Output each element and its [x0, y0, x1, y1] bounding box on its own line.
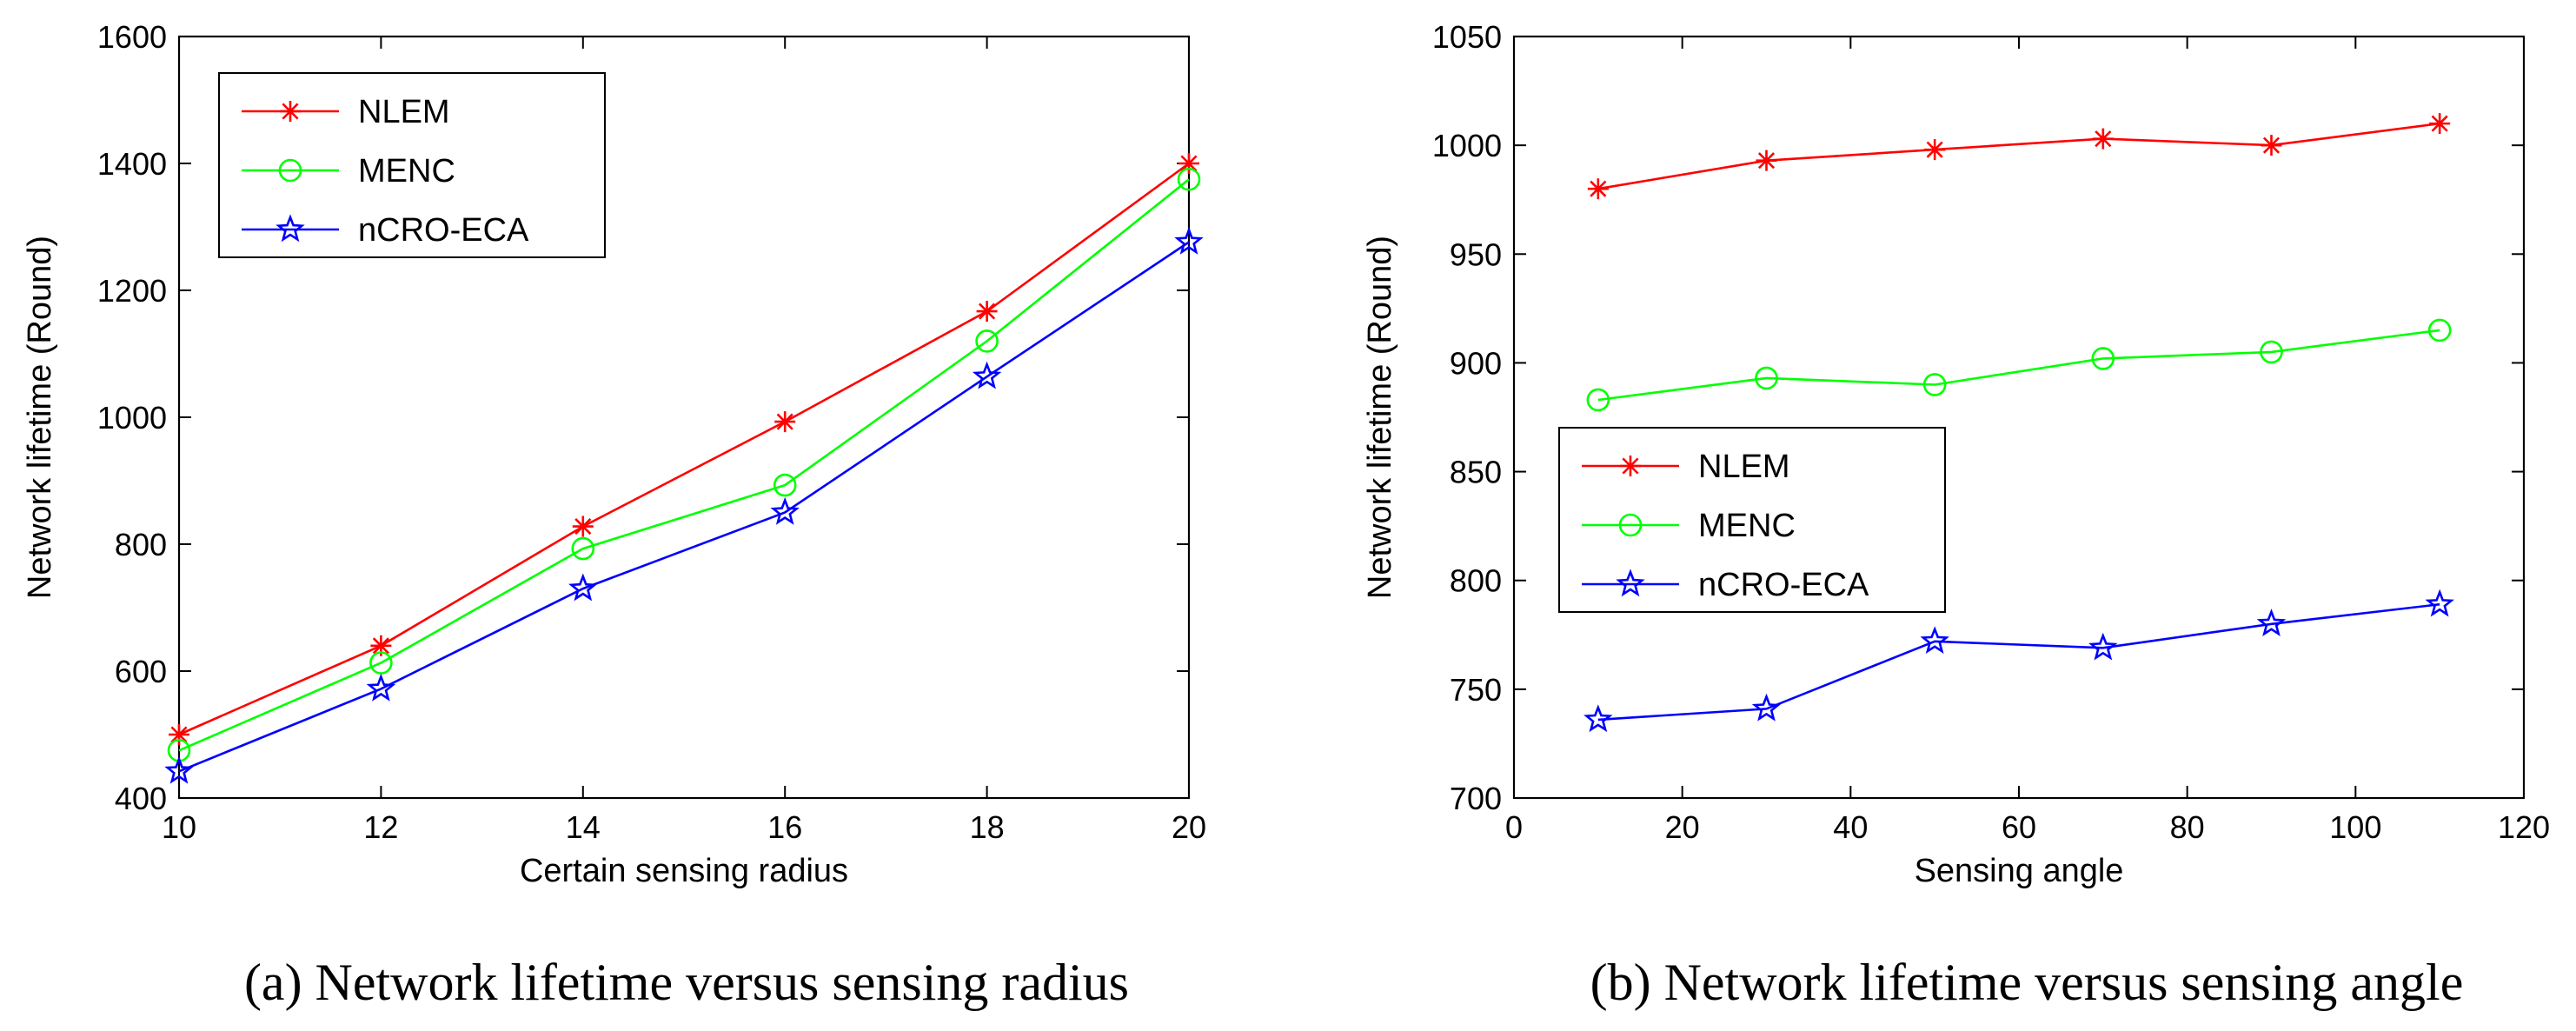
chart-a-legend-marker	[278, 158, 302, 183]
chart-b-point-menc	[1922, 373, 1947, 396]
chart-a-point-ncro-eca	[972, 361, 1002, 389]
chart-b-legend-label: NLEM	[1698, 449, 1790, 485]
chart-a-legend-item-nlem: NLEM	[242, 94, 450, 130]
chart-b-point-menc	[1755, 366, 1778, 390]
chart-b-point-menc	[2427, 318, 2452, 343]
chart-b-ytick-label: 750	[1450, 672, 1502, 708]
chart-b-point-ncro-eca	[1583, 704, 1613, 733]
chart-b-xtick-label: 20	[1665, 809, 1700, 845]
chart-a-point-nlem	[774, 411, 796, 433]
chart-b-point-nlem	[2092, 128, 2114, 150]
chart-a-series-line-menc	[178, 178, 1190, 752]
chart-b-xtick-label: 0	[1505, 809, 1523, 845]
chart-b-point-nlem	[1587, 178, 1609, 200]
chart-b-point-menc	[2260, 340, 2283, 364]
chart-b-point-ncro-eca	[1920, 626, 1949, 655]
chart-a-point-nlem	[572, 516, 594, 537]
chart-a-series-line-nlem	[178, 162, 1190, 736]
chart-b-legend-item-ncro-eca: nCRO-ECA	[1582, 567, 1869, 603]
chart-a-ytick-label: 1600	[97, 19, 167, 55]
chart-b-ylabel: Network lifetime (Round)	[1362, 236, 1398, 599]
chart-a-point-menc	[369, 651, 393, 675]
chart-b-legend-label: nCRO-ECA	[1698, 567, 1869, 603]
chart-a-xtick-label: 16	[767, 809, 802, 845]
chart-a-legend-label: nCRO-ECA	[358, 212, 529, 249]
chart-b-xtick-label: 80	[2170, 809, 2205, 845]
chart-b-point-ncro-eca	[2088, 632, 2118, 661]
chart-a-xtick-label: 20	[1172, 809, 1206, 845]
chart-b-xtick-label: 120	[2498, 809, 2550, 845]
chart-b-legend-marker	[1620, 456, 1641, 476]
chart-a-ytick-label: 600	[115, 654, 167, 689]
chart-b-ytick-label: 1050	[1432, 19, 1502, 55]
chart-b-legend-item-nlem: NLEM	[1582, 449, 1790, 485]
chart-b-point-ncro-eca	[2425, 589, 2454, 617]
chart-a-legend-item-ncro-eca: nCRO-ECA	[242, 212, 529, 249]
chart-a-xlabel: Certain sensing radius	[520, 853, 848, 889]
chart-a-legend-label: NLEM	[358, 94, 450, 130]
chart-a-point-menc	[975, 329, 999, 353]
chart-a-point-nlem	[1178, 153, 1199, 174]
chart-a-point-ncro-eca	[164, 755, 194, 784]
chart-b-point-ncro-eca	[1751, 693, 1782, 722]
chart-a-xtick-label: 18	[970, 809, 1005, 845]
chart-b-point-nlem	[2261, 135, 2282, 156]
chart-b-legend: NLEM MENC nCRO-ECA	[1558, 427, 1946, 613]
chart-a-point-menc	[1177, 167, 1201, 191]
chart-a-legend: NLEM MENC nCRO-ECA	[218, 72, 606, 258]
chart-b-series-line-nlem	[1597, 122, 2440, 190]
chart-a-ytick-label: 1000	[97, 400, 167, 436]
chart-b-caption: (b) Network lifetime versus sensing angl…	[1590, 954, 2464, 1011]
chart-b-legend-label: MENC	[1698, 508, 1796, 544]
chart-a-ytick-label: 400	[115, 781, 167, 816]
chart-a-legend-marker	[280, 101, 301, 122]
chart-a-legend-label: MENC	[358, 153, 455, 190]
chart-b-ytick-label: 700	[1450, 781, 1502, 816]
chart-b-point-ncro-eca	[2256, 609, 2287, 637]
chart-b-point-nlem	[1924, 139, 1946, 161]
chart-b-point-menc	[1586, 388, 1610, 412]
chart-a-ylabel: Network lifetime (Round)	[22, 236, 58, 599]
chart-b-point-nlem	[1756, 150, 1777, 171]
chart-b-ytick-label: 900	[1450, 345, 1502, 381]
chart-b-point-menc	[2091, 347, 2115, 370]
chart-a-point-ncro-eca	[1174, 226, 1204, 255]
chart-b-xtick-label: 60	[2002, 809, 2036, 845]
chart-b-ytick-label: 800	[1450, 563, 1502, 599]
chart-b-ytick-label: 850	[1450, 455, 1502, 490]
chart-a-ytick-label: 800	[115, 527, 167, 562]
chart-a-point-nlem	[169, 724, 189, 745]
chart-a-ytick-label: 1200	[97, 273, 167, 309]
chart-a-point-ncro-eca	[568, 573, 598, 602]
chart-b-xlabel: Sensing angle	[1915, 853, 2124, 889]
chart-b-legend-marker	[1618, 513, 1643, 537]
chart-a-point-menc	[773, 473, 797, 497]
chart-a-point-ncro-eca	[770, 496, 800, 525]
chart-a-ytick-label: 1400	[97, 146, 167, 182]
chart-b-point-nlem	[2429, 113, 2451, 135]
chart-b-legend-marker	[1616, 569, 1645, 597]
chart-b-ytick-label: 950	[1450, 236, 1502, 272]
chart-a-point-ncro-eca	[366, 673, 396, 702]
chart-b-sensing-angle: 0 20 40 60 80 100 120 700 750 800 850 900 950 1000 105…	[1362, 19, 2550, 1011]
chart-a-point-nlem	[976, 301, 998, 323]
chart-b-xtick-label: 40	[1833, 809, 1868, 845]
chart-a-xtick-label: 10	[162, 809, 196, 845]
chart-b-series-line-ncro-eca	[1597, 602, 2440, 722]
chart-a-series-line-ncro-eca	[178, 241, 1190, 773]
chart-a-xtick-label: 14	[566, 809, 601, 845]
chart-b-axes-box	[1512, 35, 2526, 800]
chart-b-legend-item-menc: MENC	[1582, 508, 1796, 544]
chart-a-xtick-label: 12	[363, 809, 398, 845]
chart-a-point-menc	[571, 536, 595, 561]
chart-a-legend-item-menc: MENC	[242, 153, 455, 190]
chart-b-series-line-menc	[1597, 329, 2440, 402]
chart-a-legend-marker	[276, 214, 305, 243]
chart-b-xtick-label: 100	[2329, 809, 2381, 845]
chart-b-ytick-label: 1000	[1432, 128, 1502, 163]
chart-a-sensing-radius: 10 12 14 16 18 20 400 600 800 1000 1200 1400 1600 Cer…	[22, 19, 1206, 1011]
chart-a-caption: (a) Network lifetime versus sensing radi…	[244, 954, 1129, 1011]
chart-a-point-nlem	[370, 635, 392, 656]
